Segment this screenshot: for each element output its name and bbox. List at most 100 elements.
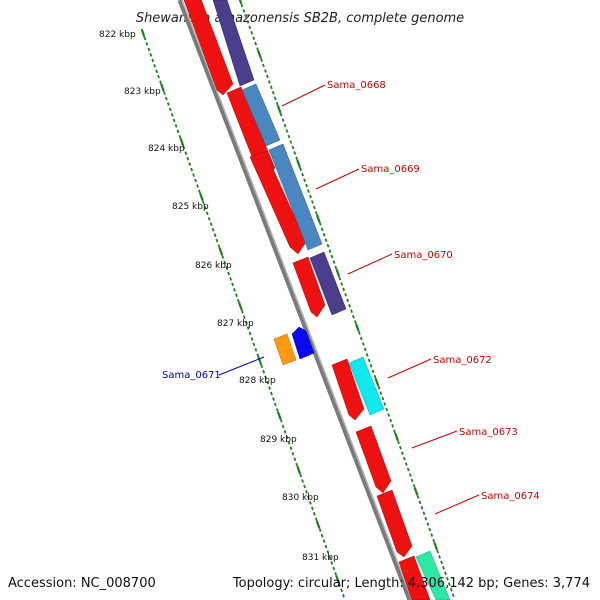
gene-arrow-blue[interactable]: [291, 326, 315, 360]
gene-arrow-red[interactable]: [183, 0, 234, 96]
scale-minor-tick: [268, 386, 271, 390]
gene-label[interactable]: Sama_0670: [394, 250, 453, 261]
scale-minor-tick: [320, 533, 324, 538]
scale-major-tick: [296, 465, 302, 475]
scale-minor-tick: [299, 473, 303, 478]
gene-block-purple[interactable]: [212, 0, 255, 87]
scale-minor-tick: [291, 145, 295, 150]
gene-label[interactable]: Sama_0673: [459, 427, 518, 438]
scale-minor-tick: [223, 260, 227, 265]
gene-arrow-red[interactable]: [331, 358, 365, 421]
scale-minor-tick: [428, 527, 432, 532]
scale-major-tick: [374, 378, 380, 387]
gene-arrow-red[interactable]: [398, 555, 431, 600]
scale-minor-tick: [383, 402, 387, 406]
label-leader: [347, 253, 393, 275]
scale-minor-tick: [233, 287, 236, 292]
scale-minor-tick: [444, 571, 447, 576]
gene-arrow-red[interactable]: [249, 150, 307, 255]
scale-minor-tick: [334, 572, 338, 576]
scale-major-tick: [433, 541, 439, 551]
scale-minor-tick: [422, 511, 426, 516]
scale-minor-tick: [367, 358, 371, 363]
scale-minor-tick: [391, 424, 394, 428]
scale-minor-tick: [217, 244, 221, 248]
gene-block-steelblue[interactable]: [268, 143, 323, 251]
scale-minor-tick: [281, 424, 285, 429]
scale-minor-tick: [235, 293, 238, 298]
label-leader: [434, 494, 480, 515]
scale-minor-tick: [172, 118, 176, 123]
scale-minor-tick: [279, 112, 283, 117]
scale-minor-tick: [307, 189, 310, 193]
scale-minor-tick: [244, 320, 248, 325]
gene-block-purple[interactable]: [309, 251, 347, 316]
scale-minor-tick: [354, 320, 357, 324]
scale-minor-tick: [446, 577, 449, 581]
scale-minor-tick: [262, 63, 265, 68]
scale-minor-tick: [301, 172, 304, 177]
genome-backbone-highlight: [181, 0, 413, 600]
forward-gene-lane: [183, 0, 431, 600]
kbp-label: 827 kbp: [217, 319, 254, 329]
scale-minor-tick: [314, 211, 318, 215]
gene-block-steelblue[interactable]: [241, 83, 281, 147]
scale-minor-tick: [320, 227, 324, 232]
scale-minor-tick: [359, 336, 363, 341]
category-gene-lane: [212, 0, 451, 600]
scale-minor-tick: [236, 298, 240, 303]
scale-minor-tick: [338, 583, 341, 587]
scale-minor-tick: [266, 74, 269, 79]
gene-label[interactable]: Sama_0669: [361, 164, 420, 175]
gene-arrow-red[interactable]: [376, 489, 413, 558]
scale-major-tick: [237, 302, 243, 311]
gene-block-cyan[interactable]: [348, 356, 385, 416]
scale-minor-tick: [311, 200, 314, 204]
scale-minor-tick: [149, 52, 153, 57]
scale-minor-tick: [174, 124, 178, 128]
scale-minor-tick: [159, 80, 162, 85]
scale-minor-tick: [447, 582, 451, 587]
scale-minor-tick: [281, 118, 285, 122]
scale-minor-tick: [301, 479, 304, 483]
gene-arrow-red[interactable]: [292, 256, 326, 318]
scale-track-left: [140, 28, 345, 598]
scale-minor-tick: [342, 287, 346, 292]
scale-minor-tick: [338, 276, 342, 281]
gene-block-aquamarine[interactable]: [415, 550, 451, 600]
scale-minor-tick: [145, 42, 149, 46]
scale-minor-tick: [426, 522, 430, 527]
gene-arrow-red[interactable]: [355, 425, 392, 494]
scale-minor-tick: [303, 484, 306, 489]
accession-text: Accession: NC_008700: [8, 576, 156, 591]
scale-minor-tick: [318, 222, 322, 226]
scale-minor-tick: [211, 227, 215, 232]
scale-minor-tick: [432, 538, 436, 543]
scale-minor-tick: [330, 254, 334, 259]
scale-minor-tick: [242, 9, 246, 13]
scale-minor-tick: [293, 151, 297, 155]
scale-minor-tick: [182, 145, 186, 150]
scale-minor-tick: [163, 91, 166, 95]
gene-label[interactable]: Sama_0672: [433, 355, 492, 366]
scale-minor-tick: [402, 456, 406, 461]
scale-minor-tick: [151, 58, 155, 63]
scale-minor-tick: [326, 550, 330, 554]
scale-minor-tick: [176, 129, 180, 134]
gene-label[interactable]: Sama_0668: [327, 80, 386, 91]
label-leader: [218, 356, 265, 376]
scale-minor-tick: [324, 544, 328, 549]
kbp-label: 822 kbp: [99, 30, 136, 40]
scale-minor-tick: [412, 484, 416, 488]
gene-arrow-orange[interactable]: [273, 333, 297, 366]
scale-minor-tick: [293, 457, 297, 462]
scale-major-tick: [276, 411, 282, 420]
scale-minor-tick: [342, 593, 345, 598]
scale-minor-tick: [406, 467, 410, 472]
scale-minor-tick: [420, 505, 424, 510]
scale-minor-tick: [385, 407, 389, 412]
gene-label[interactable]: Sama_0674: [481, 491, 540, 502]
scale-minor-tick: [252, 36, 256, 40]
gene-label[interactable]: Sama_0671: [162, 370, 221, 381]
scale-major-tick: [140, 28, 146, 38]
